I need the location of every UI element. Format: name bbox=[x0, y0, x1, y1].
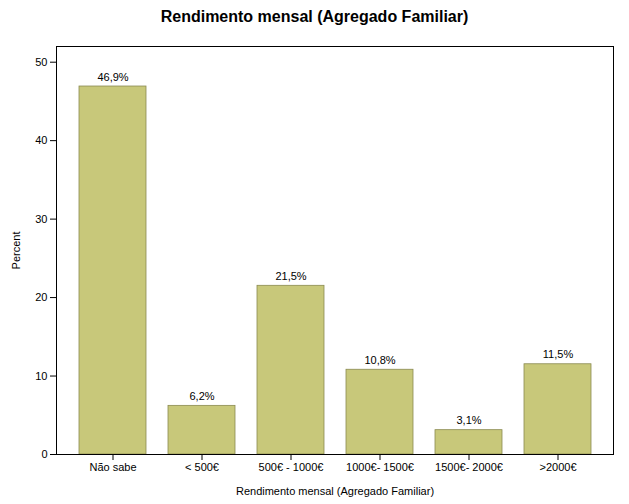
svg-text:Não sabe: Não sabe bbox=[89, 461, 136, 473]
svg-text:Rendimento mensal (Agregado Fa: Rendimento mensal (Agregado Familiar) bbox=[236, 485, 434, 497]
svg-text:500€ - 1000€: 500€ - 1000€ bbox=[259, 461, 324, 473]
svg-text:10: 10 bbox=[35, 370, 47, 382]
html-text:Rendimento mensal (Agregado Fa: Rendimento mensal (Agregado Familiar) bbox=[160, 8, 469, 25]
svg-text:>2000€: >2000€ bbox=[539, 461, 576, 473]
svg-text:10,8%: 10,8% bbox=[364, 354, 395, 366]
svg-text:1500€- 2000€: 1500€- 2000€ bbox=[435, 461, 503, 473]
svg-text:0: 0 bbox=[41, 448, 47, 460]
svg-text:30: 30 bbox=[35, 213, 47, 225]
svg-text:40: 40 bbox=[35, 134, 47, 146]
svg-text:20: 20 bbox=[35, 291, 47, 303]
svg-text:50: 50 bbox=[35, 56, 47, 68]
svg-text:46,9%: 46,9% bbox=[97, 71, 128, 83]
svg-text:3,1%: 3,1% bbox=[456, 414, 481, 426]
svg-text:1000€- 1500€: 1000€- 1500€ bbox=[346, 461, 414, 473]
svg-text:11,5%: 11,5% bbox=[543, 348, 574, 360]
svg-text:21,5%: 21,5% bbox=[275, 270, 306, 282]
svg-text:< 500€: < 500€ bbox=[185, 461, 219, 473]
svg-text:Percent: Percent bbox=[10, 232, 22, 270]
svg-text:6,2%: 6,2% bbox=[189, 390, 214, 402]
